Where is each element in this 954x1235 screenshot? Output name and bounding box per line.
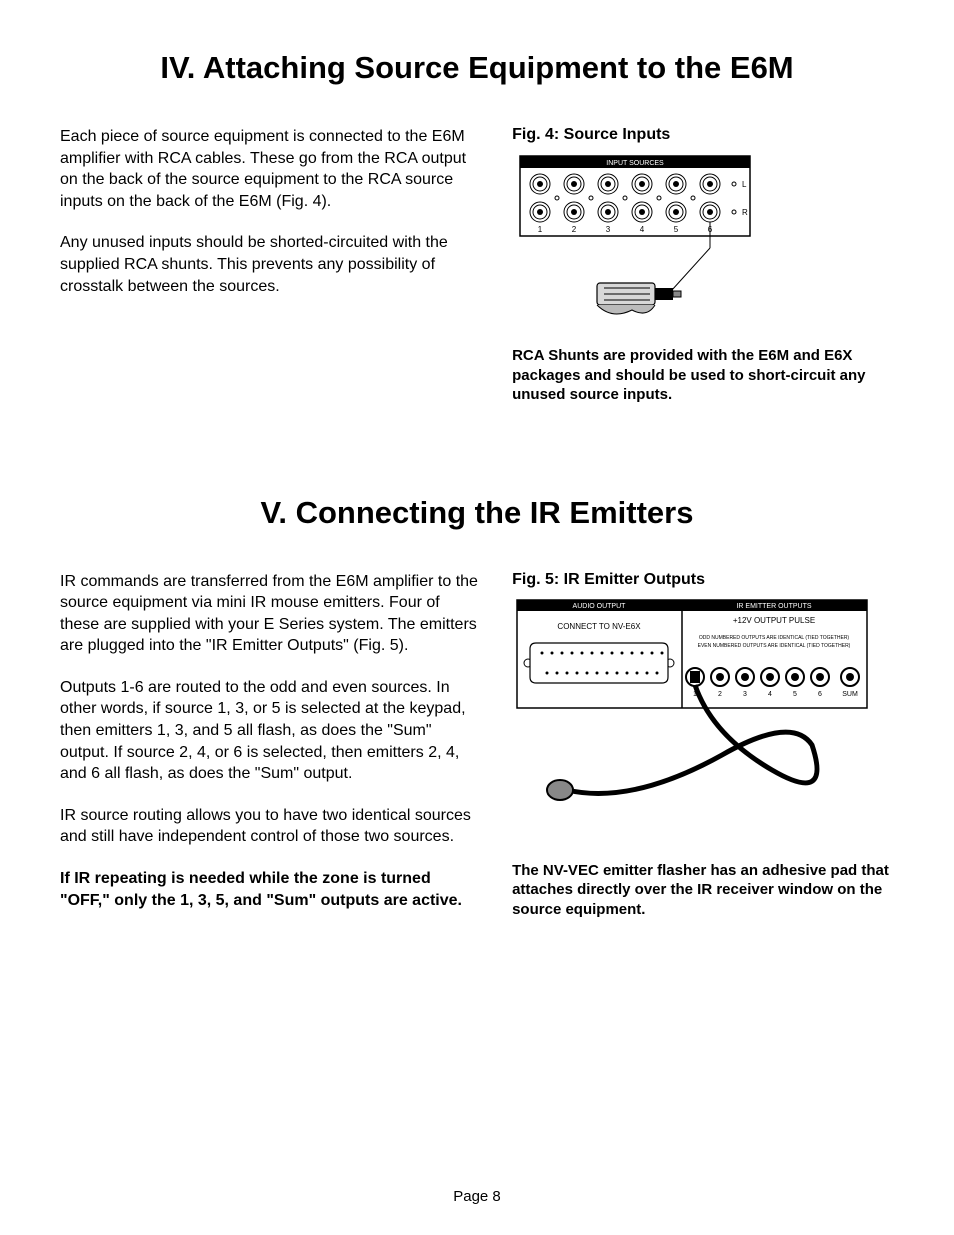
section4-para1: Each piece of source equipment is connec… <box>60 126 482 212</box>
fig5-diagram: AUDIO OUTPUT IR EMITTER OUTPUTS CONNECT … <box>512 595 872 845</box>
section4-columns: Each piece of source equipment is connec… <box>60 126 894 405</box>
section4-para2: Any unused inputs should be shorted-circ… <box>60 232 482 297</box>
fig5-connect-label: CONNECT TO NV-E6X <box>558 622 642 631</box>
fig4-num2: 2 <box>572 225 577 234</box>
section5-right: Fig. 5: IR Emitter Outputs AUDIO OUTPUT … <box>512 571 894 932</box>
fig4-rca-shunt-icon <box>597 283 681 314</box>
fig4-L-label: L <box>742 180 747 189</box>
section5-para4: If IR repeating is needed while the zone… <box>60 868 482 911</box>
fig4-R-label: R <box>742 208 748 217</box>
section5-para2: Outputs 1-6 are routed to the odd and ev… <box>60 677 482 785</box>
fig5-j5: 5 <box>793 691 797 698</box>
fig5-odd-label: ODD NUMBERED OUTPUTS ARE IDENTICAL (TIED… <box>699 635 850 641</box>
section4-right: Fig. 4: Source Inputs INPUT SOURCES <box>512 126 894 405</box>
section5-para1: IR commands are transferred from the E6M… <box>60 571 482 657</box>
fig5-pulse-label: +12V OUTPUT PULSE <box>733 616 815 625</box>
section4-left: Each piece of source equipment is connec… <box>60 126 482 405</box>
fig5-caption: Fig. 5: IR Emitter Outputs <box>512 571 894 589</box>
fig5-note: The NV-VEC emitter flasher has an adhesi… <box>512 861 894 920</box>
fig5-db-connector-icon <box>524 643 674 683</box>
fig5-audio-header: AUDIO OUTPUT <box>573 603 627 610</box>
section5-title: V. Connecting the IR Emitters <box>60 495 894 531</box>
fig5-jSUM: SUM <box>842 691 858 698</box>
fig4-diagram: INPUT SOURCES L <box>512 150 792 330</box>
fig4-num5: 5 <box>674 225 679 234</box>
fig5-j2: 2 <box>718 691 722 698</box>
section4-title: IV. Attaching Source Equipment to the E6… <box>60 50 894 86</box>
fig4-num3: 3 <box>606 225 611 234</box>
fig4-num1: 1 <box>538 225 543 234</box>
fig4-note: RCA Shunts are provided with the E6M and… <box>512 346 894 405</box>
fig5-j3: 3 <box>743 691 747 698</box>
page-number: Page 8 <box>0 1188 954 1205</box>
fig5-even-label: EVEN NUMBERED OUTPUTS ARE IDENTICAL (TIE… <box>698 643 851 649</box>
fig5-j4: 4 <box>768 691 772 698</box>
fig5-j6: 6 <box>818 691 822 698</box>
section5-left: IR commands are transferred from the E6M… <box>60 571 482 932</box>
section5-para3: IR source routing allows you to have two… <box>60 805 482 848</box>
fig5-ir-header: IR EMITTER OUTPUTS <box>737 603 812 610</box>
fig4-num4: 4 <box>640 225 645 234</box>
fig4-header-text: INPUT SOURCES <box>606 160 664 167</box>
fig4-caption: Fig. 4: Source Inputs <box>512 126 894 144</box>
section5-columns: IR commands are transferred from the E6M… <box>60 571 894 932</box>
